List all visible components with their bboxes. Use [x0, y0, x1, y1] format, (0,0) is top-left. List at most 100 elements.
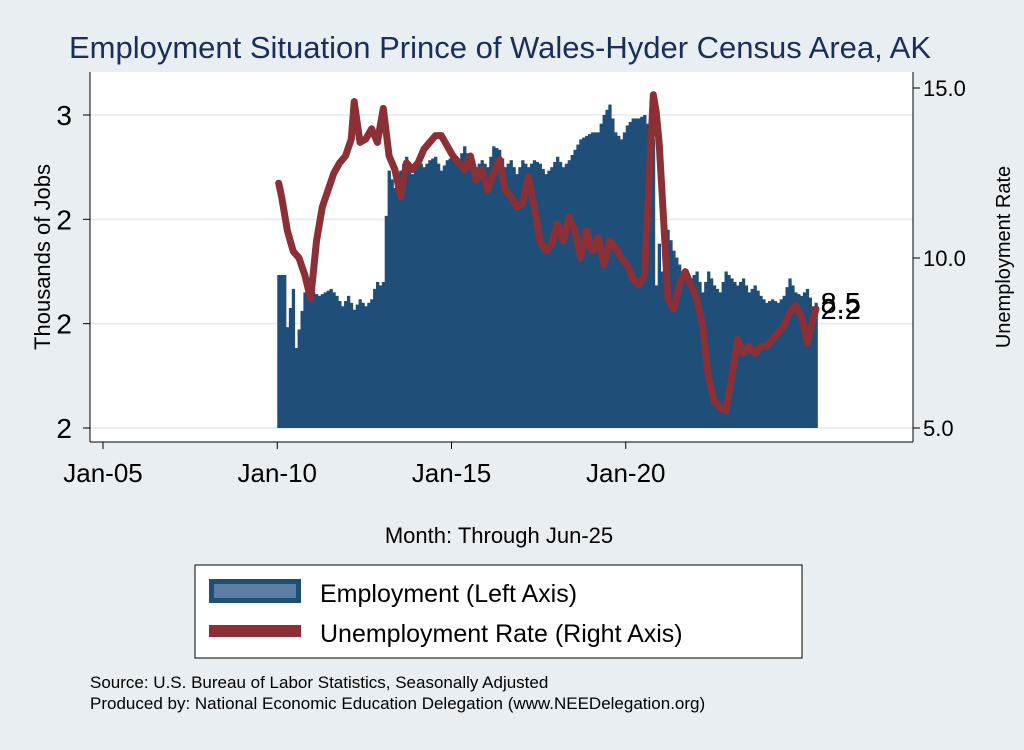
employment-bar — [660, 271, 664, 428]
employment-bar — [439, 170, 444, 428]
employment-bar — [387, 170, 391, 428]
employment-bar — [535, 161, 540, 428]
employment-bar — [355, 304, 359, 428]
right-tick-label: 5.0 — [923, 416, 954, 441]
employment-bar — [553, 161, 557, 428]
employment-bar — [407, 165, 412, 428]
employment-bar — [695, 271, 699, 428]
employment-bar — [794, 292, 798, 428]
employment-bar — [692, 274, 696, 428]
employment-end-label: 2.2 — [821, 294, 861, 326]
employment-bar — [486, 167, 490, 428]
employment-bar — [477, 163, 481, 428]
employment-bar — [283, 274, 287, 428]
employment-bar — [512, 167, 516, 428]
employment-bar — [654, 285, 659, 428]
employment-bar — [335, 295, 339, 428]
employment-bar — [797, 294, 801, 428]
employment-bar — [680, 271, 685, 428]
employment-bar — [500, 158, 505, 428]
x-tick-label: Jan-10 — [238, 458, 318, 488]
legend-employment-label: Employment (Left Axis) — [320, 580, 577, 608]
employment-bar — [593, 132, 598, 428]
employment-bar — [515, 174, 519, 428]
employment-bar — [497, 149, 502, 428]
employment-bar — [605, 109, 609, 429]
employment-bar — [672, 250, 676, 428]
employment-bar — [288, 308, 293, 428]
left-tick-label: 2 — [56, 309, 72, 340]
employment-bar — [480, 160, 484, 428]
employment-bar — [617, 135, 621, 428]
employment-bar — [466, 153, 470, 428]
employment-bar — [492, 146, 496, 429]
employment-bar — [596, 132, 601, 428]
right-tick-label: 10.0 — [923, 246, 966, 271]
employment-bar — [297, 329, 301, 428]
employment-bar — [436, 163, 441, 428]
employment-bar — [776, 302, 781, 428]
employment-bar — [495, 148, 499, 429]
employment-bar — [808, 297, 813, 428]
left-axis-title: Thousands of Jobs — [30, 164, 55, 350]
employment-bar — [524, 163, 528, 428]
legend-unemployment-swatch — [209, 625, 301, 637]
employment-bar — [364, 306, 368, 428]
employment-bar — [590, 132, 595, 428]
employment-bar — [349, 302, 354, 428]
x-axis-ticks: Jan-05 Jan-10 Jan-15 Jan-20 — [63, 442, 666, 488]
employment-bar — [779, 299, 783, 428]
employment-bar — [277, 274, 281, 428]
employment-bar — [585, 135, 589, 428]
employment-bar — [425, 163, 429, 428]
employment-bar — [300, 310, 304, 428]
chart-title: Employment Situation Prince of Wales-Hyd… — [69, 30, 931, 65]
employment-bar — [608, 104, 612, 429]
employment-bar — [329, 288, 333, 428]
employment-bar — [341, 306, 345, 428]
employment-bar — [802, 292, 807, 428]
employment-bar — [483, 163, 487, 428]
employment-bar — [509, 160, 513, 428]
employment-bar — [570, 154, 574, 428]
left-tick-label: 2 — [56, 413, 72, 444]
employment-bar — [567, 160, 571, 428]
employment-bar — [344, 301, 348, 428]
employment-bar — [686, 278, 691, 428]
employment-bar — [582, 137, 586, 428]
employment-bar — [587, 134, 592, 428]
employment-bar — [361, 302, 365, 428]
employment-bar — [303, 292, 307, 428]
employment-bar — [413, 167, 418, 428]
employment-bar — [378, 285, 383, 428]
employment-bar — [768, 301, 772, 428]
employment-bar — [399, 170, 403, 428]
legend: Employment (Left Axis) Unemployment Rate… — [194, 564, 803, 659]
employment-bar — [698, 281, 702, 428]
employment-bar — [683, 278, 688, 428]
employment-bar — [306, 292, 310, 428]
employment-bar — [471, 163, 476, 428]
employment-bar — [451, 156, 455, 428]
employment-bar — [744, 285, 749, 428]
employment-bar — [724, 271, 728, 428]
employment-bar — [747, 292, 752, 428]
unemployment-line — [275, 91, 820, 415]
employment-bar — [390, 179, 394, 428]
employment-bar — [315, 294, 319, 428]
employment-bar — [428, 160, 432, 428]
x-tick-label: Jan-05 — [63, 458, 143, 488]
employment-bar — [564, 163, 569, 428]
employment-bar — [448, 158, 452, 428]
employment-bar — [529, 163, 534, 428]
employment-bar — [323, 292, 328, 428]
left-tick-label: 2 — [56, 204, 72, 235]
employment-bar — [370, 299, 374, 428]
employment-bar — [701, 292, 705, 428]
employment-bar — [709, 278, 714, 428]
employment-bar — [468, 160, 473, 428]
employment-bar — [573, 149, 577, 428]
employment-bar — [750, 288, 754, 428]
employment-bar — [791, 285, 795, 428]
source-note: Source: U.S. Bureau of Labor Statistics,… — [90, 673, 548, 692]
